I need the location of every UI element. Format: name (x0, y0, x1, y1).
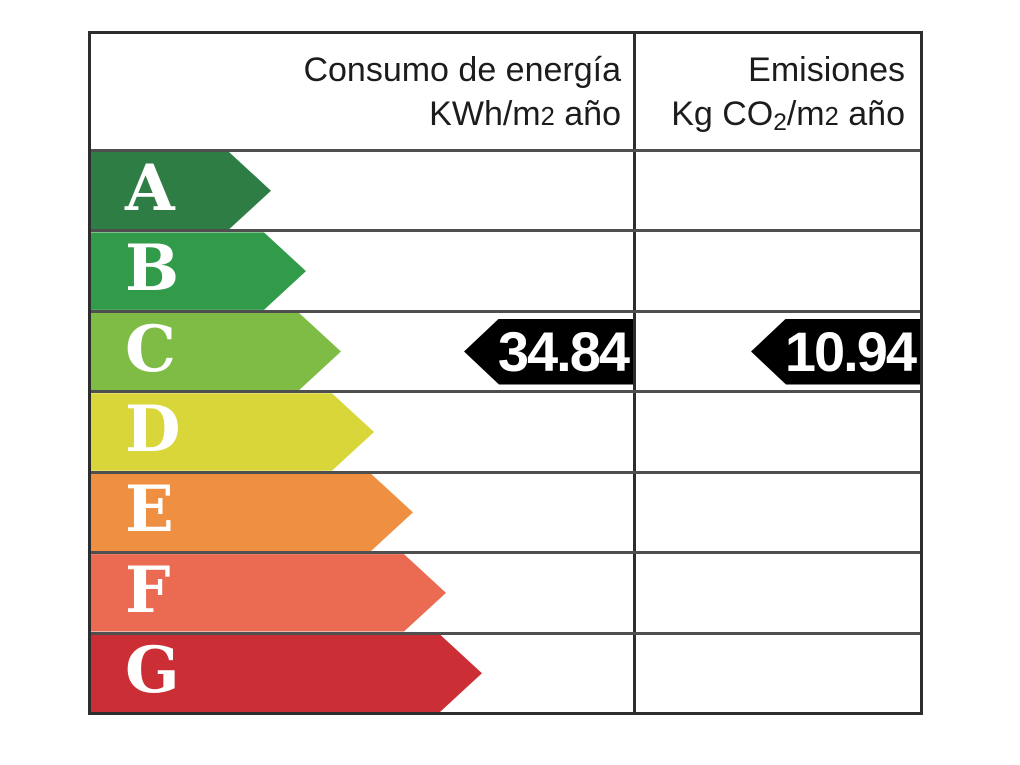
emissions-unit: Kg CO2/m2 año (671, 95, 905, 137)
rating-arrow-a: A (91, 152, 271, 229)
rating-letter-a: A (125, 150, 175, 226)
emissions-value: 10.94 (784, 319, 917, 383)
emissions-title: Emisiones (748, 51, 905, 89)
rating-arrow-c: C (91, 313, 341, 390)
emissions-cell-a (633, 152, 920, 230)
rating-table: Consumo de energía KWh/m2 año Emisiones … (88, 31, 923, 715)
emissions-value-arrow: 10.94 (751, 318, 920, 385)
rating-letter-b: B (125, 231, 180, 307)
emissions-cell-g (633, 634, 920, 712)
rating-arrow-f: F (91, 554, 446, 631)
rating-arrow-g: G (91, 635, 482, 712)
emissions-cell-d (633, 393, 920, 471)
consumption-header-text: Consumo de energía KWh/m2 año (303, 48, 621, 139)
rating-letter-g: G (125, 633, 180, 709)
emissions-cell-c: 10.94 (633, 312, 920, 391)
rating-row-b: B (91, 229, 920, 310)
consumption-title: Consumo de energía (303, 51, 621, 89)
rating-row-g: G (91, 631, 920, 712)
emissions-header-cell: Emisiones Kg CO2/m2 año (633, 34, 920, 149)
rating-row-e: E (91, 470, 920, 552)
header-row: Consumo de energía KWh/m2 año Emisiones … (91, 34, 920, 149)
rating-row-d: D (91, 390, 920, 471)
emissions-cell-b (633, 232, 920, 310)
rating-arrow-d: D (91, 393, 374, 470)
emissions-cell-f (633, 554, 920, 632)
emissions-cell-e (633, 473, 920, 552)
rating-row-f: F (91, 551, 920, 632)
rating-row-c: C 34.84 10.94 (91, 309, 920, 391)
emissions-header-text: Emisiones Kg CO2/m2 año (671, 48, 905, 140)
rating-letter-f: F (125, 552, 171, 628)
consumption-unit: KWh/m2 año (429, 95, 621, 133)
consumption-value-arrow: 34.84 (464, 318, 633, 385)
rating-arrow-b: B (91, 232, 306, 309)
rating-row-a: A (91, 149, 920, 230)
consumption-value: 34.84 (497, 319, 630, 383)
consumption-header-cell: Consumo de energía KWh/m2 año (91, 34, 633, 149)
rating-arrow-e: E (91, 474, 413, 551)
rating-letter-e: E (125, 472, 174, 548)
rating-letter-c: C (125, 311, 176, 387)
rating-letter-d: D (125, 391, 181, 467)
